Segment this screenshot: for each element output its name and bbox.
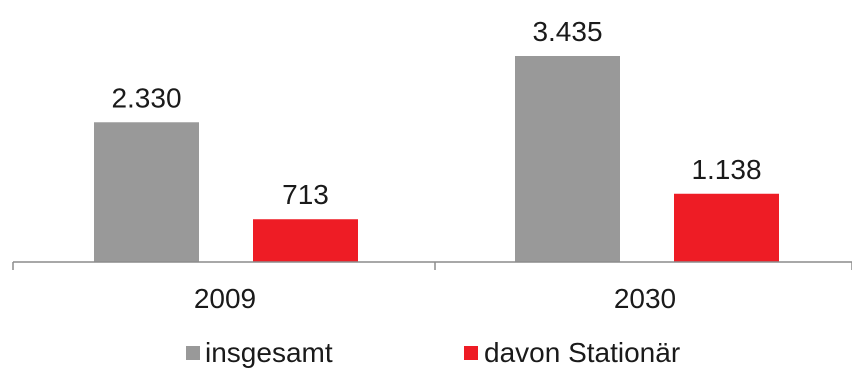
data-label-2009-insgesamt: 2.330 [111, 82, 181, 113]
data-label-2009-stationaer: 713 [282, 179, 329, 210]
legend-label-stationaer: davon Stationär [484, 337, 680, 368]
bar-2030-insgesamt [515, 56, 620, 262]
legend: insgesamt davon Stationär [186, 337, 680, 368]
data-label-2030-insgesamt: 3.435 [532, 16, 602, 47]
x-axis-ticks: 2009 2030 [13, 262, 852, 314]
legend-swatch-stationaer [464, 346, 478, 360]
bar-2009-stationaer [253, 219, 358, 262]
bar-2009-insgesamt [94, 122, 199, 262]
data-labels-group: 2.330 713 3.435 1.138 [111, 16, 761, 210]
data-label-2030-stationaer: 1.138 [691, 154, 761, 185]
bar-2030-stationaer [674, 194, 779, 262]
bars-group [94, 56, 779, 262]
legend-label-insgesamt: insgesamt [205, 337, 333, 368]
legend-swatch-insgesamt [186, 346, 200, 360]
x-tick-label-2030: 2030 [614, 283, 676, 314]
x-tick-label-2009: 2009 [194, 283, 256, 314]
